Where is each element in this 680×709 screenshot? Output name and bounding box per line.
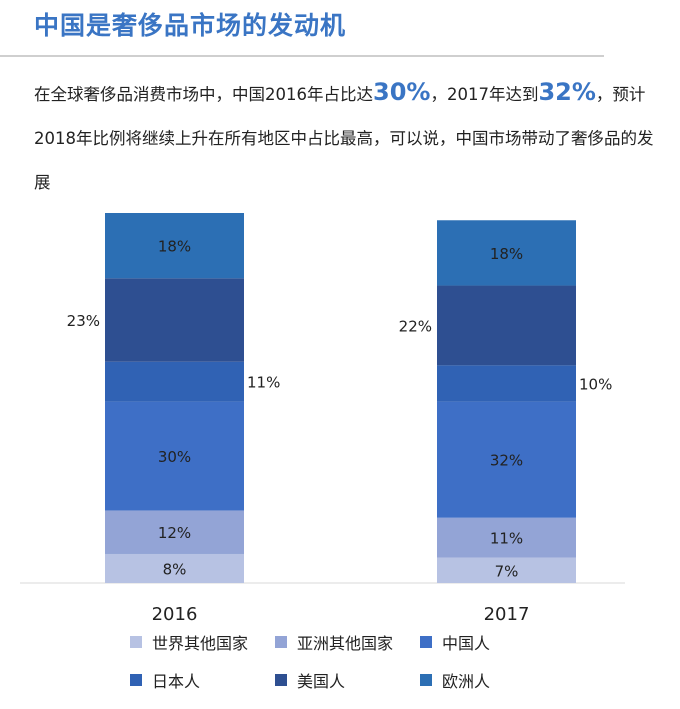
legend-swatch bbox=[420, 636, 432, 648]
chart-legend: 世界其他国家 亚洲其他国家 中国人 日本人 美国人 欧洲人 bbox=[130, 630, 650, 692]
legend-label: 亚洲其他国家 bbox=[297, 634, 394, 653]
legend-swatch bbox=[275, 636, 287, 648]
legend-label: 中国人 bbox=[442, 634, 491, 653]
legend-swatch bbox=[130, 636, 142, 648]
legend-item: 日本人 bbox=[130, 668, 275, 692]
data-label: 7% bbox=[495, 562, 519, 580]
bar-segment bbox=[105, 510, 244, 554]
bar-segment bbox=[437, 220, 576, 286]
data-label: 22% bbox=[399, 317, 432, 335]
data-label: 18% bbox=[158, 238, 191, 256]
legend-swatch bbox=[420, 674, 432, 686]
category-label: 2016 bbox=[152, 604, 198, 625]
desc-part-3: ，预计2018年比例将继续上升在所有地区中占比最高，可以说，中国市场带动了奢侈品… bbox=[34, 85, 654, 192]
legend-item: 世界其他国家 bbox=[130, 630, 275, 654]
data-label: 30% bbox=[158, 448, 191, 466]
desc-highlight-2016: 30% bbox=[373, 78, 431, 106]
legend-label: 欧洲人 bbox=[442, 672, 491, 691]
data-label: 8% bbox=[163, 560, 187, 578]
desc-highlight-2017: 32% bbox=[538, 78, 596, 106]
category-label: 2017 bbox=[484, 604, 530, 625]
legend-item: 中国人 bbox=[420, 630, 565, 654]
bar-segment bbox=[437, 517, 576, 558]
legend-item: 美国人 bbox=[275, 668, 420, 692]
legend-swatch bbox=[275, 674, 287, 686]
bar-segment bbox=[105, 213, 244, 279]
legend-label: 世界其他国家 bbox=[152, 634, 249, 653]
bar-segment bbox=[437, 365, 576, 402]
page-title: 中国是奢侈品市场的发动机 bbox=[34, 11, 347, 40]
bar-segment bbox=[105, 361, 244, 402]
legend-swatch bbox=[130, 674, 142, 686]
data-label: 32% bbox=[490, 452, 523, 470]
bar-segment bbox=[437, 401, 576, 518]
data-label: 12% bbox=[158, 524, 191, 542]
legend-label: 美国人 bbox=[297, 672, 346, 691]
data-label: 11% bbox=[247, 374, 280, 392]
title-divider bbox=[0, 55, 604, 57]
legend-label: 日本人 bbox=[152, 672, 201, 691]
desc-part-2: ，2017年达到 bbox=[430, 85, 539, 104]
data-label: 11% bbox=[490, 530, 523, 548]
bar-segment bbox=[105, 401, 244, 511]
bar-segment bbox=[105, 553, 244, 583]
data-label: 10% bbox=[579, 375, 612, 393]
legend-item: 欧洲人 bbox=[420, 668, 565, 692]
legend-item: 亚洲其他国家 bbox=[275, 630, 420, 654]
desc-part-1: 在全球奢侈品消费市场中，中国2016年占比达 bbox=[34, 85, 373, 104]
bar-segment bbox=[437, 285, 576, 366]
description-text: 在全球奢侈品消费市场中，中国2016年占比达30%，2017年达到32%，预计2… bbox=[34, 70, 654, 205]
bar-segment bbox=[105, 278, 244, 362]
data-label: 23% bbox=[67, 312, 100, 330]
data-label: 18% bbox=[490, 245, 523, 263]
bar-segment bbox=[437, 557, 576, 583]
